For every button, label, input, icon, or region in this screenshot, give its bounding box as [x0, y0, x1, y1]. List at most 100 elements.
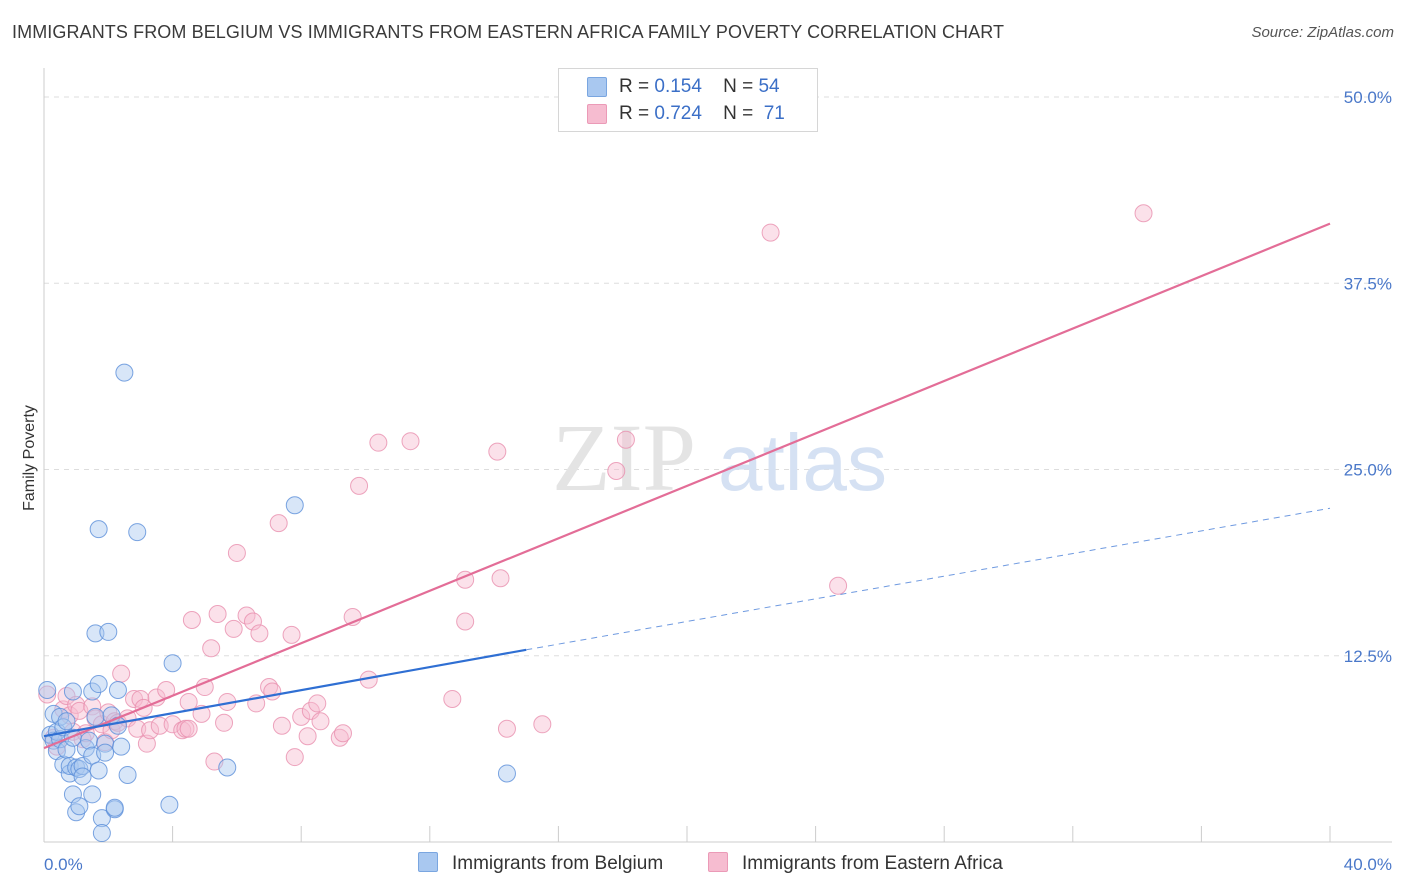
belgium-point	[108, 681, 127, 700]
belgium-point	[73, 767, 92, 786]
eastern-africa-point	[182, 610, 201, 629]
data-points	[38, 204, 1153, 843]
series-swatch-belgium	[418, 852, 438, 872]
belgium-point	[497, 764, 516, 783]
legend-row-eastern-africa: R = 0.724 N = 71	[559, 100, 817, 127]
watermark-zip: ZIP	[552, 404, 696, 511]
eastern-africa-point	[607, 461, 626, 480]
eastern-africa-point	[269, 514, 288, 533]
belgium-point	[67, 803, 86, 822]
eastern-africa-point	[1134, 204, 1153, 223]
zipatlas-watermark: ZIP atlas	[552, 404, 887, 511]
belgium-point	[70, 797, 89, 816]
axes	[43, 68, 1392, 843]
belgium-point	[128, 523, 147, 542]
y-axis-label: Family Poverty	[21, 405, 38, 511]
belgium-point	[38, 681, 57, 700]
eastern-africa-point	[224, 619, 243, 638]
belgium-point	[83, 682, 102, 701]
belgium-point	[218, 758, 237, 777]
series-label-belgium: Immigrants from Belgium	[452, 853, 664, 874]
belgium-point	[285, 496, 304, 515]
eastern-africa-point	[202, 639, 221, 658]
belgium-point	[86, 624, 105, 643]
series-swatch-eastern-africa	[708, 852, 728, 872]
belgium-point	[57, 712, 76, 731]
eastern-africa-point	[147, 688, 166, 707]
chart-title: IMMIGRANTS FROM BELGIUM VS IMMIGRANTS FR…	[12, 22, 1005, 42]
belgium-point	[118, 765, 137, 784]
belgium-point	[163, 654, 182, 673]
eastern-africa-point	[488, 442, 507, 461]
eastern-africa-point	[350, 476, 369, 495]
belgium-point	[67, 758, 86, 777]
eastern-africa-point	[829, 576, 848, 595]
belgium-point	[112, 737, 131, 756]
belgium-point	[96, 743, 115, 762]
belgium-point	[63, 682, 82, 701]
x-tick-label: 40.0%	[1344, 855, 1392, 874]
belgium-point	[105, 798, 124, 817]
belgium-point	[83, 785, 102, 804]
legend-swatch-belgium	[587, 77, 607, 97]
eastern-africa-point	[491, 569, 510, 588]
belgium-point	[99, 622, 118, 641]
eastern-africa-point	[250, 624, 269, 643]
belgium-point	[86, 707, 105, 726]
eastern-africa-point	[125, 689, 144, 708]
eastern-africa-point	[243, 612, 262, 631]
legend-r-value-eastern-africa: 0.724	[654, 103, 702, 124]
belgium-point	[89, 761, 108, 780]
eastern-africa-point	[443, 689, 462, 708]
series-label-eastern-africa: Immigrants from Eastern Africa	[742, 853, 1003, 874]
y-tick-label: 37.5%	[1344, 274, 1392, 293]
eastern-africa-point	[83, 697, 102, 716]
stats-legend: R = 0.154 N = 54 R = 0.724 N = 71	[558, 68, 818, 132]
belgium-trend-extension	[526, 507, 1331, 651]
eastern-africa-point	[311, 712, 330, 731]
belgium-point	[115, 363, 134, 382]
eastern-africa-point	[179, 692, 198, 711]
eastern-africa-point	[227, 543, 246, 562]
belgium-point	[92, 824, 111, 843]
series-legend-belgium: Immigrants from Belgium	[418, 852, 663, 875]
belgium-point	[60, 757, 79, 776]
legend-swatch-eastern-africa	[587, 104, 607, 124]
eastern-africa-point	[173, 721, 192, 740]
eastern-africa-point	[401, 432, 420, 451]
legend-r-value-belgium: 0.154	[654, 76, 702, 97]
source-credit: Source: ZipAtlas.com	[1251, 24, 1394, 41]
eastern-africa-point	[292, 707, 311, 726]
legend-r-label: R =	[619, 76, 650, 97]
eastern-africa-point	[533, 715, 552, 734]
belgium-point	[92, 809, 111, 828]
eastern-africa-point	[137, 734, 156, 753]
eastern-africa-point	[208, 605, 227, 624]
grid-lines	[44, 96, 1392, 657]
eastern-africa-point	[308, 694, 327, 713]
belgium-point	[80, 731, 99, 750]
eastern-africa-point	[333, 724, 352, 743]
belgium-trend-line	[43, 648, 527, 738]
eastern-africa-point	[298, 727, 317, 746]
trend-lines	[43, 222, 1331, 750]
eastern-africa-point	[112, 664, 131, 683]
belgium-point	[89, 520, 108, 539]
eastern-africa-point	[179, 719, 198, 738]
eastern-africa-point	[67, 695, 86, 714]
eastern-africa-point	[285, 748, 304, 767]
legend-r-label: R =	[619, 103, 650, 124]
eastern-africa-point	[38, 685, 57, 704]
belgium-point	[160, 795, 179, 814]
legend-n-value-eastern-africa: 71	[763, 103, 785, 124]
legend-row-belgium: R = 0.154 N = 54	[559, 73, 817, 100]
eastern-africa-point	[616, 430, 635, 449]
belgium-point	[89, 675, 108, 694]
y-tick-label: 12.5%	[1344, 647, 1392, 666]
series-legend-eastern-africa: Immigrants from Eastern Africa	[708, 852, 1003, 875]
y-tick-label: 25.0%	[1344, 461, 1392, 480]
eastern-africa-point	[141, 721, 160, 740]
legend-n-value-belgium: 54	[758, 76, 780, 97]
eastern-africa-point	[272, 716, 291, 735]
